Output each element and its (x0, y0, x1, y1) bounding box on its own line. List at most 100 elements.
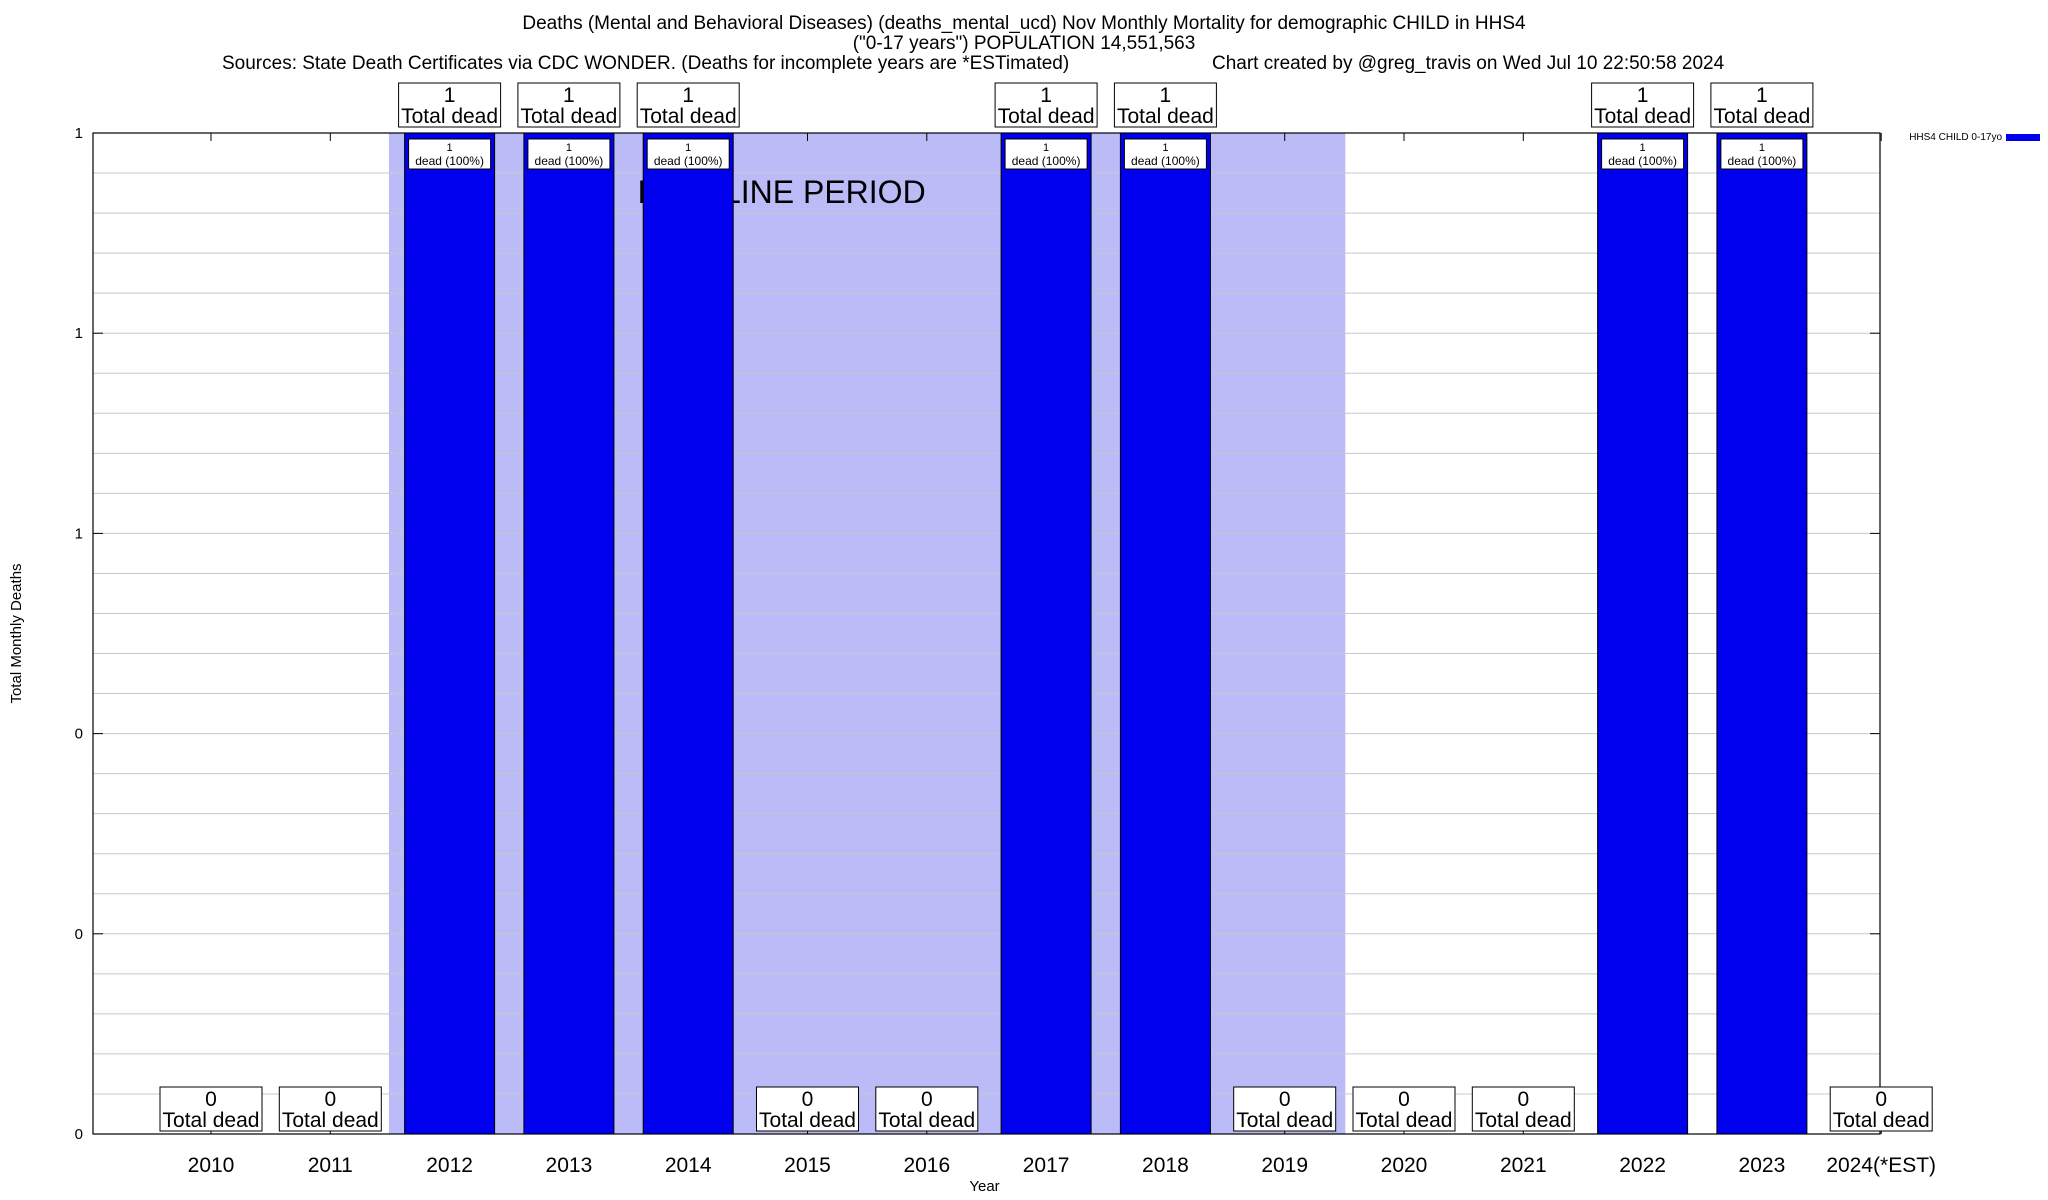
total-label-box (1113, 82, 1217, 128)
total-label-text: Total dead (1356, 1109, 1453, 1132)
bar-value-label-text: dead (100%) (654, 154, 723, 168)
bar-value-label-value: 1 (447, 142, 453, 154)
bar-value-label-value: 1 (1043, 142, 1049, 154)
total-label-text: Total dead (1713, 105, 1810, 128)
y-tick-label: 1 (75, 125, 83, 142)
chart-sources: Sources: State Death Certificates via CD… (222, 53, 1070, 74)
total-label-value: 1 (1637, 84, 1649, 107)
bar-value-label-box (646, 138, 730, 170)
bar-value-label-value: 1 (566, 142, 572, 154)
bar-value-label-text: dead (100%) (415, 154, 484, 168)
total-label-box (875, 1086, 979, 1132)
plot-area-frame (92, 132, 1881, 1135)
x-tick-label: 2018 (1142, 1154, 1189, 1177)
bar (1716, 132, 1808, 1135)
bar (642, 132, 734, 1135)
x-tick-label: 2022 (1619, 1154, 1666, 1177)
total-label-box (994, 82, 1098, 128)
bar-value-label-box (1123, 138, 1207, 170)
bar (523, 132, 615, 1135)
total-label-box (756, 1086, 859, 1132)
total-label-box (1233, 1086, 1337, 1132)
bar-value-label-value: 1 (1759, 142, 1765, 154)
bar-value-label-text: dead (100%) (1012, 154, 1081, 168)
x-tick-label: 2019 (1261, 1154, 1308, 1177)
total-label-value: 0 (324, 1088, 336, 1111)
total-label-value: 1 (1160, 84, 1172, 107)
bar-value-label-box (1601, 138, 1685, 170)
legend-label: HHS4 CHILD 0-17yo (1909, 132, 2002, 143)
chart-credit: Chart created by @greg_travis on Wed Jul… (1212, 53, 1725, 74)
bar (1119, 132, 1211, 1135)
chart-title-line2: ("0-17 years") POPULATION 14,551,563 (852, 33, 1196, 54)
x-tick-label: 2021 (1500, 1154, 1547, 1177)
bar (1597, 132, 1689, 1135)
bar-value-label-value: 1 (1640, 142, 1646, 154)
y-tick-label: 0 (75, 726, 83, 743)
x-tick-label: 2017 (1023, 1154, 1070, 1177)
total-label-box (517, 82, 621, 128)
total-label-text: Total dead (878, 1109, 975, 1132)
x-tick-label: 2020 (1381, 1154, 1428, 1177)
bar-value-label-value: 1 (685, 142, 691, 154)
total-label-box (1352, 1086, 1456, 1132)
bar-value-label-text: dead (100%) (1608, 154, 1677, 168)
total-label-text: Total dead (759, 1109, 856, 1132)
x-tick-label: 2011 (308, 1154, 353, 1177)
total-label-text: Total dead (401, 105, 498, 128)
x-tick-label: 2024(*EST) (1826, 1154, 1936, 1177)
x-tick-label: 2010 (188, 1154, 235, 1177)
x-tick-label: 2012 (426, 1154, 473, 1177)
bar-value-label-box (408, 138, 492, 170)
total-label-value: 0 (1398, 1088, 1410, 1111)
total-label-value: 1 (1040, 84, 1052, 107)
y-tick-label: 1 (75, 325, 83, 342)
total-label-value: 0 (1875, 1088, 1887, 1111)
x-tick-label: 2023 (1739, 1154, 1786, 1177)
total-label-value: 0 (205, 1088, 217, 1111)
x-tick-label: 2013 (546, 1154, 593, 1177)
chart-title-line1: Deaths (Mental and Behavioral Diseases) … (522, 13, 1526, 34)
total-label-box (398, 82, 502, 128)
total-label-text: Total dead (1117, 105, 1214, 128)
total-label-text: Total dead (163, 1109, 260, 1132)
bar-value-label-text: dead (100%) (535, 154, 604, 168)
total-label-value: 0 (1517, 1088, 1529, 1111)
total-label-text: Total dead (520, 105, 617, 128)
total-label-box (1591, 82, 1695, 128)
x-tick-label: 2016 (903, 1154, 950, 1177)
total-label-box (1829, 1086, 1933, 1132)
total-label-value: 1 (563, 84, 575, 107)
total-label-value: 1 (444, 84, 456, 107)
total-label-text: Total dead (1475, 1109, 1572, 1132)
y-tick-label: 0 (75, 1126, 83, 1143)
total-label-box (1471, 1086, 1575, 1132)
total-label-value: 0 (921, 1088, 933, 1111)
total-label-value: 1 (1756, 84, 1768, 107)
x-tick-label: 2015 (784, 1154, 831, 1177)
y-tick-label: 1 (75, 525, 83, 542)
total-label-text: Total dead (1236, 1109, 1333, 1132)
bar-value-label-text: dead (100%) (1728, 154, 1797, 168)
total-label-box (278, 1086, 382, 1132)
bar-value-label-box (527, 138, 611, 170)
total-label-value: 0 (802, 1088, 814, 1111)
bar-value-label-box (1720, 138, 1804, 170)
total-label-text: Total dead (1833, 1109, 1930, 1132)
total-label-box (1710, 82, 1814, 128)
y-tick-label: 0 (75, 926, 83, 943)
total-label-text: Total dead (640, 105, 737, 128)
bar-value-label-text: dead (100%) (1131, 154, 1200, 168)
x-axis-label: Year (969, 1178, 999, 1195)
total-label-value: 0 (1279, 1088, 1291, 1111)
bar (404, 132, 496, 1135)
total-label-value: 1 (682, 84, 694, 107)
x-tick-label: 2014 (665, 1154, 712, 1177)
total-label-text: Total dead (998, 105, 1095, 128)
bar-value-label-box (1004, 138, 1088, 170)
total-label-box (636, 82, 740, 128)
y-axis-label: Total Monthly Deaths (8, 563, 25, 703)
total-label-box (159, 1086, 263, 1132)
bar-value-label-value: 1 (1162, 142, 1168, 154)
